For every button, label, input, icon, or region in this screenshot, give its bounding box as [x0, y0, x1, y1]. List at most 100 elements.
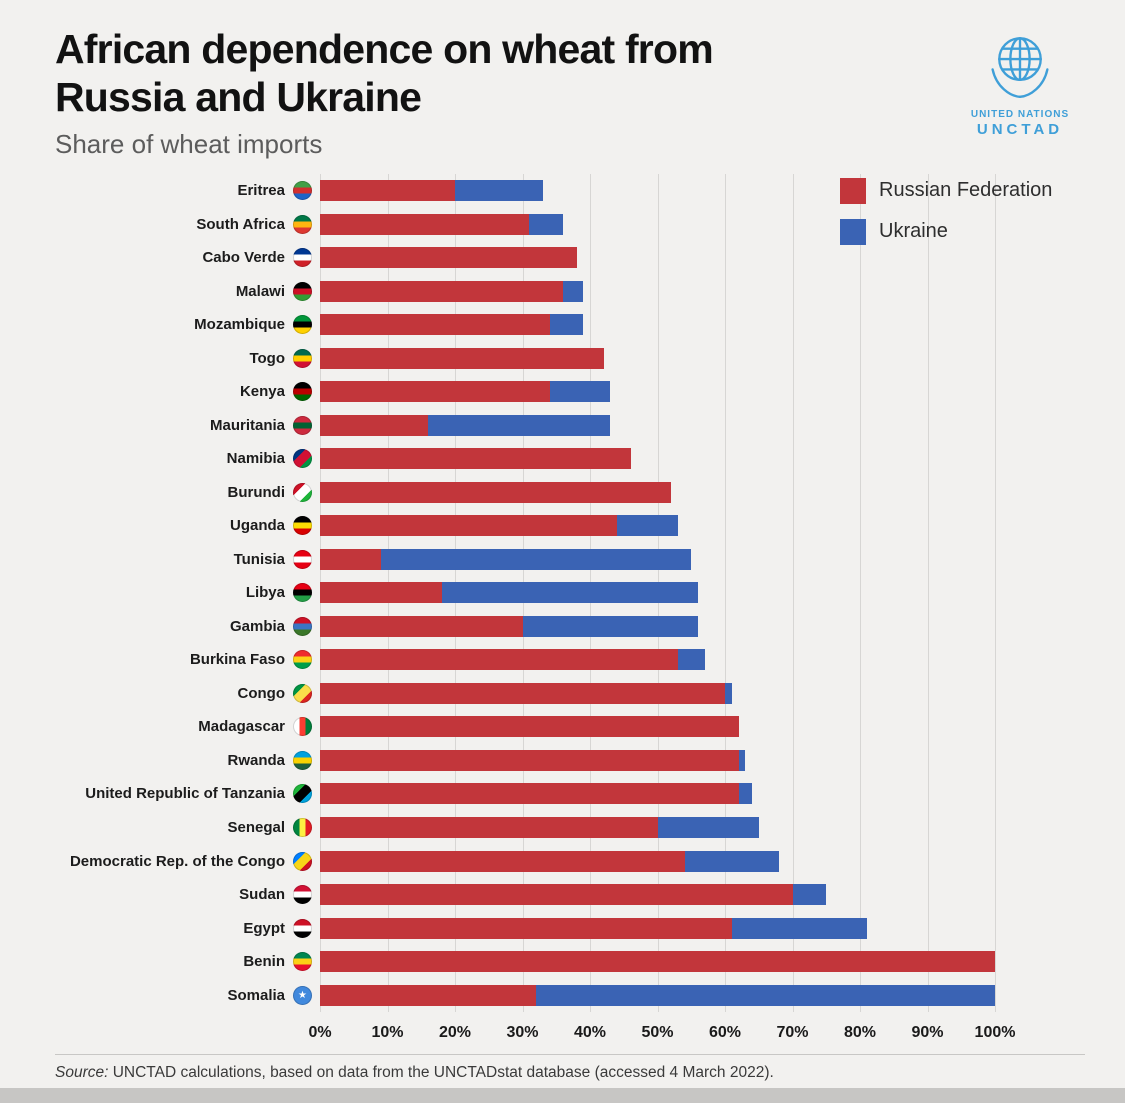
- page-title-line-2: Russia and Ukraine: [55, 73, 422, 120]
- country-label: Gambia: [229, 617, 285, 635]
- table-row: United Republic of Tanzania: [55, 777, 995, 811]
- table-row: Gambia: [55, 610, 995, 644]
- country-label: South Africa: [196, 215, 285, 233]
- bar-segment-ukraine: [738, 783, 752, 805]
- country-label: Democratic Rep. of the Congo: [69, 852, 285, 870]
- bar-track: [320, 280, 995, 302]
- bar-segment-ukraine: [792, 884, 827, 906]
- flag-icon-congo: [293, 683, 312, 703]
- bar-segment-ukraine: [731, 917, 867, 939]
- table-row: Benin: [55, 945, 995, 979]
- table-row: Sudan: [55, 878, 995, 912]
- flag-icon-uganda: [293, 516, 312, 536]
- bar-track: [320, 448, 995, 470]
- bar-segment-ukraine: [428, 414, 611, 436]
- bar-track: [320, 783, 995, 805]
- gridline: [792, 173, 794, 1012]
- bar-segment-russian-federation: [320, 984, 536, 1006]
- flag-icon-senegal: [293, 817, 312, 837]
- bar-segment-ukraine: [529, 213, 563, 235]
- legend-swatch: [840, 177, 866, 204]
- table-row: Rwanda: [55, 744, 995, 778]
- bar-track: [320, 816, 995, 838]
- bar-track: [320, 347, 995, 369]
- bar-track: [320, 951, 995, 973]
- table-row: Senegal: [55, 811, 995, 845]
- page-title-line-1: African dependence on wheat from: [55, 26, 714, 72]
- bar-track: [320, 917, 995, 939]
- bar-track: [320, 314, 995, 336]
- legend-label: Russian Federation: [879, 179, 1053, 202]
- country-label: Sudan: [239, 886, 285, 904]
- x-tick-label: 50%: [641, 1023, 674, 1041]
- bar-segment-russian-federation: [320, 180, 455, 202]
- bar-track: [320, 582, 995, 604]
- page-subtitle: Share of wheat imports: [55, 128, 323, 159]
- bar-segment-ukraine: [657, 816, 759, 838]
- bar-segment-ukraine: [441, 582, 698, 604]
- country-label: Eritrea: [237, 182, 285, 200]
- country-label: Madagascar: [198, 718, 285, 736]
- country-label: Togo: [249, 349, 285, 367]
- title-block: African dependence on wheat from Russia …: [55, 26, 714, 160]
- country-label: Congo: [237, 684, 285, 702]
- bar-segment-russian-federation: [320, 213, 530, 235]
- source-note: Source: UNCTAD calculations, based on da…: [55, 1053, 1085, 1082]
- table-row: Burundi: [55, 476, 995, 510]
- bar-segment-russian-federation: [320, 481, 671, 503]
- header: African dependence on wheat from Russia …: [55, 26, 1125, 160]
- table-row: Kenya: [55, 375, 995, 409]
- bar-track: [320, 884, 995, 906]
- table-row: Eritrea: [55, 174, 995, 208]
- bar-segment-ukraine: [549, 314, 584, 336]
- bottom-band: [0, 1088, 1125, 1103]
- x-tick-label: 80%: [843, 1023, 877, 1041]
- bar-segment-russian-federation: [320, 314, 550, 336]
- gridline: [927, 173, 929, 1012]
- bar-segment-ukraine: [725, 682, 732, 704]
- bar-segment-ukraine: [617, 515, 678, 537]
- bar-segment-russian-federation: [320, 816, 658, 838]
- x-tick-label: 20%: [438, 1023, 472, 1041]
- bar-track: [320, 682, 995, 704]
- bar-segment-russian-federation: [320, 682, 725, 704]
- bar-track: [320, 548, 995, 570]
- flag-icon-togo: [293, 348, 312, 368]
- unctad-logo: UNITED NATIONS UNCTAD: [955, 28, 1085, 138]
- legend-item-russia: Russian Federation: [840, 177, 1053, 204]
- country-label: Senegal: [227, 818, 285, 836]
- country-label: Tunisia: [233, 550, 285, 568]
- bar-segment-russian-federation: [320, 917, 732, 939]
- bar-segment-russian-federation: [320, 247, 577, 269]
- table-row: Namibia: [55, 442, 995, 476]
- bar-segment-ukraine: [684, 850, 779, 872]
- bar-segment-russian-federation: [320, 548, 381, 570]
- table-row: Malawi: [55, 274, 995, 308]
- x-tick-label: 0%: [308, 1023, 332, 1041]
- bar-rows: Eritrea South Africa Cabo Verde Malawi Mozam…: [55, 174, 995, 1012]
- bar-track: [320, 381, 995, 403]
- flag-icon-democratic-rep-of-the-congo: [293, 851, 312, 871]
- country-label: Malawi: [235, 282, 285, 300]
- table-row: Egypt: [55, 911, 995, 945]
- legend-item-ukraine: Ukraine: [840, 218, 1052, 245]
- bar-track: [320, 984, 995, 1006]
- flag-icon-south-africa: [293, 214, 312, 234]
- bar-segment-ukraine: [455, 180, 543, 202]
- flag-icon-benin: [293, 952, 312, 972]
- flag-icon-burkina-faso: [293, 650, 312, 670]
- bar-segment-ukraine: [536, 984, 995, 1006]
- x-tick-label: 40%: [573, 1023, 607, 1041]
- x-axis: 0% 10% 20% 30% 40% 50% 60% 70% 80% 90% 100%: [308, 1016, 1015, 1042]
- flag-icon-rwanda: [293, 750, 312, 770]
- table-row: Cabo Verde: [55, 241, 995, 275]
- bar-segment-ukraine: [522, 615, 698, 637]
- table-row: Madagascar: [55, 710, 995, 744]
- country-label: Egypt: [243, 919, 285, 937]
- gridline: [725, 173, 726, 1012]
- x-tick-label: 100%: [974, 1023, 1016, 1041]
- logo-org-text: UNITED NATIONS: [970, 109, 1070, 120]
- country-label: Mozambique: [194, 316, 285, 334]
- bar-segment-russian-federation: [320, 515, 617, 537]
